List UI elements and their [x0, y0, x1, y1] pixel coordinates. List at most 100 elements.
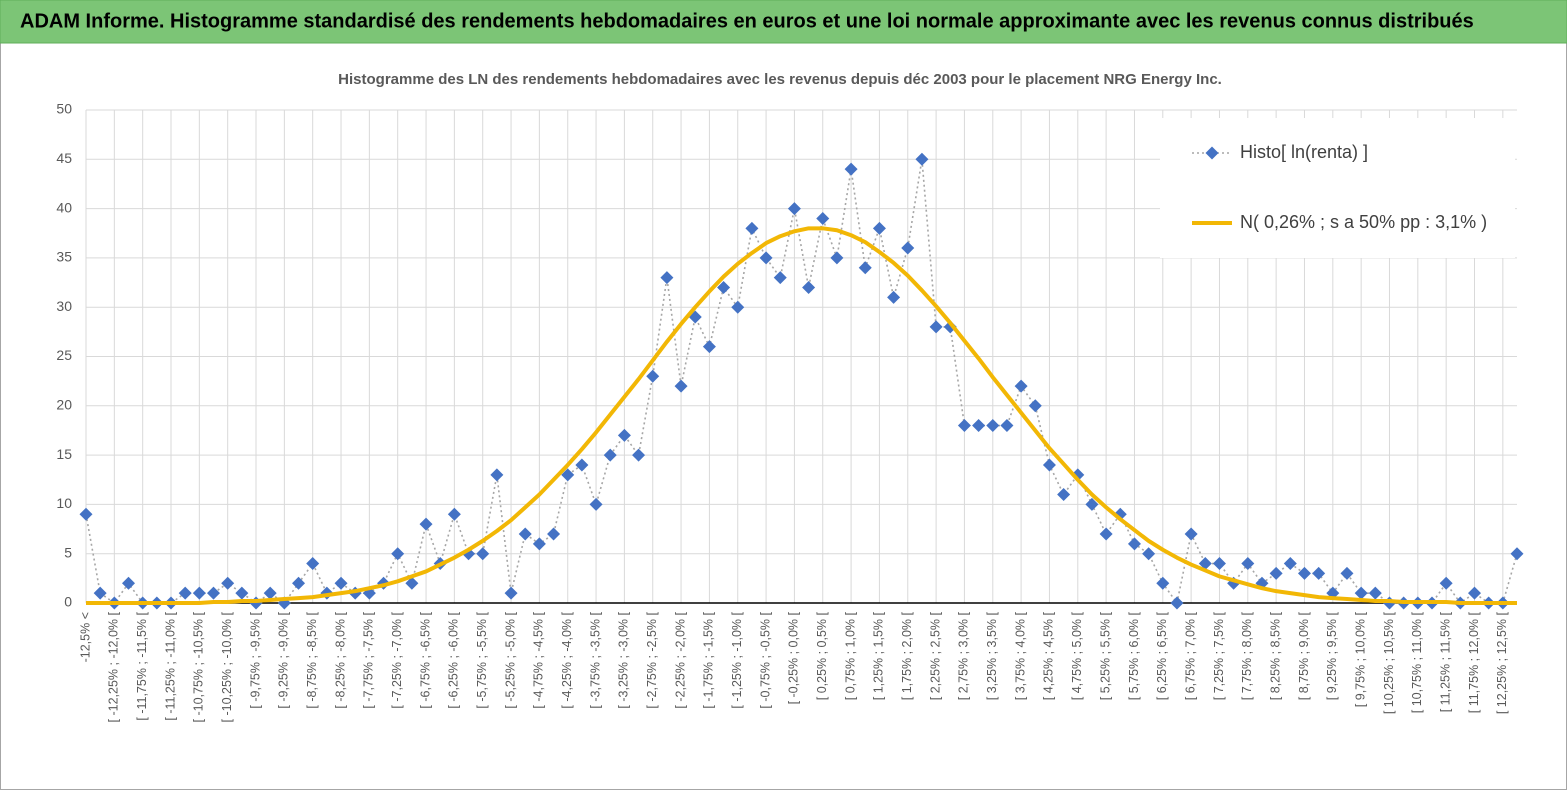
- data-point: [929, 320, 943, 334]
- x-tick-label: [ -2,75% ; -2,5% [: [645, 611, 659, 708]
- data-point: [816, 211, 830, 225]
- data-point: [419, 517, 433, 531]
- x-tick-label: [ -3,75% ; -3,5% [: [588, 611, 602, 708]
- data-point: [674, 379, 688, 393]
- x-tick-label: [ 3,75% ; 4,0% [: [1013, 611, 1027, 700]
- data-point: [207, 586, 221, 600]
- data-point: [221, 576, 235, 590]
- data-point: [915, 152, 929, 166]
- data-point: [1028, 399, 1042, 413]
- data-point: [476, 547, 490, 561]
- data-point: [759, 251, 773, 265]
- data-point: [575, 458, 589, 472]
- data-point: [972, 419, 986, 433]
- x-tick-label: [ 3,25% ; 3,5% [: [985, 611, 999, 700]
- x-tick-label: [ 5,75% ; 6,0% [: [1127, 611, 1141, 700]
- x-tick-label: [ -4,25% ; -4,0% [: [560, 611, 574, 708]
- data-point: [93, 586, 107, 600]
- data-point: [334, 576, 348, 590]
- x-tick-label: [ 12,25% ; 12,5% [: [1495, 611, 1509, 714]
- data-point: [844, 162, 858, 176]
- x-tick-label: [ -5,75% ; -5,5% [: [475, 611, 489, 708]
- data-point: [504, 586, 518, 600]
- grid: [85, 109, 1517, 604]
- x-tick-label: [ -6,75% ; -6,5% [: [418, 611, 432, 708]
- data-point: [773, 271, 787, 285]
- data-point: [263, 586, 277, 600]
- x-tick-label: [ 6,25% ; 6,5% [: [1155, 611, 1169, 700]
- data-point: [1212, 557, 1226, 571]
- y-tick-label: 40: [56, 199, 72, 215]
- data-point: [617, 428, 631, 442]
- data-point: [731, 300, 745, 314]
- x-tick-label: [ 2,75% ; 3,0% [: [957, 611, 971, 700]
- x-tick-label: [ 1,25% ; 1,5% [: [872, 611, 886, 700]
- data-point: [632, 448, 646, 462]
- data-point: [1142, 547, 1156, 561]
- x-tick-label: [ 7,75% ; 8,0% [: [1240, 611, 1254, 700]
- data-point: [490, 468, 504, 482]
- data-point: [787, 202, 801, 216]
- x-tick-label: [ -4,75% ; -4,5% [: [532, 611, 546, 708]
- data-point: [1000, 419, 1014, 433]
- data-point: [603, 448, 617, 462]
- y-tick-label: 10: [56, 495, 72, 511]
- x-tick-label: [ -7,75% ; -7,5% [: [362, 611, 376, 708]
- data-point: [589, 497, 603, 511]
- x-tick-label: [ 8,75% ; 9,0% [: [1297, 611, 1311, 700]
- data-point: [1014, 379, 1028, 393]
- data-point: [1085, 497, 1099, 511]
- data-point: [1127, 537, 1141, 551]
- data-point: [872, 221, 886, 235]
- data-point: [1510, 547, 1524, 561]
- x-tick-label: [ 0,75% ; 1,0% [: [843, 611, 857, 700]
- data-point: [1156, 576, 1170, 590]
- data-point: [178, 586, 192, 600]
- x-tick-label: [ -0,75% ; -0,5% [: [758, 611, 772, 708]
- x-tick-label: [ -0,25% ; 0,0% [: [787, 611, 801, 704]
- x-tick-label: [ 4,25% ; 4,5% [: [1042, 611, 1056, 700]
- data-point: [830, 251, 844, 265]
- data-point: [518, 527, 532, 541]
- x-tick-label: [ -12,25% ; -12,0% [: [107, 611, 121, 722]
- x-tick-label: [ 11,25% ; 11,5% [: [1438, 611, 1452, 712]
- data-point: [717, 280, 731, 294]
- y-tick-label: 35: [56, 249, 72, 265]
- data-point: [1184, 527, 1198, 541]
- data-point: [1368, 586, 1382, 600]
- data-point: [292, 576, 306, 590]
- data-point: [858, 261, 872, 275]
- x-tick-label: [ 10,25% ; 10,5% [: [1382, 611, 1396, 714]
- x-tick-label: [ -8,75% ; -8,5% [: [305, 611, 319, 708]
- y-tick-label: 20: [56, 397, 72, 413]
- data-point: [547, 527, 561, 541]
- x-tick-label: [ -11,75% ; -11,5% [: [135, 611, 149, 720]
- x-tick-label: [ 1,75% ; 2,0% [: [900, 611, 914, 700]
- x-tick-label: [ 10,75% ; 11,0% [: [1410, 611, 1424, 713]
- data-point: [306, 557, 320, 571]
- x-tick-label: [ -6,25% ; -6,0% [: [447, 611, 461, 708]
- y-tick-label: 50: [56, 101, 72, 117]
- legend-box: [1160, 118, 1515, 258]
- x-tick-label: [ 9,25% ; 9,5% [: [1325, 611, 1339, 700]
- data-point: [1354, 586, 1368, 600]
- x-tick-label: [ -1,25% ; -1,0% [: [730, 611, 744, 708]
- x-tick-label: [ -10,75% ; -10,5% [: [192, 611, 206, 722]
- y-tick-label: 0: [64, 594, 72, 610]
- x-tick-label: [ 2,25% ; 2,5% [: [928, 611, 942, 700]
- x-tick-label: -12,5% <: [78, 612, 92, 662]
- x-tick-label: [ -9,25% ; -9,0% [: [277, 611, 291, 708]
- x-tick-label: [ -5,25% ; -5,0% [: [503, 611, 517, 708]
- data-point: [447, 507, 461, 521]
- x-tick-label: [ -1,75% ; -1,5% [: [702, 611, 716, 708]
- x-tick-label: [ 7,25% ; 7,5% [: [1212, 611, 1226, 700]
- x-tick-label: [ 6,75% ; 7,0% [: [1183, 611, 1197, 700]
- y-tick-label: 30: [56, 298, 72, 314]
- data-point: [532, 537, 546, 551]
- series-line: [86, 226, 1517, 605]
- x-tick-label: [ -2,25% ; -2,0% [: [673, 611, 687, 708]
- data-point: [1099, 527, 1113, 541]
- data-point: [1340, 566, 1354, 580]
- data-point: [957, 419, 971, 433]
